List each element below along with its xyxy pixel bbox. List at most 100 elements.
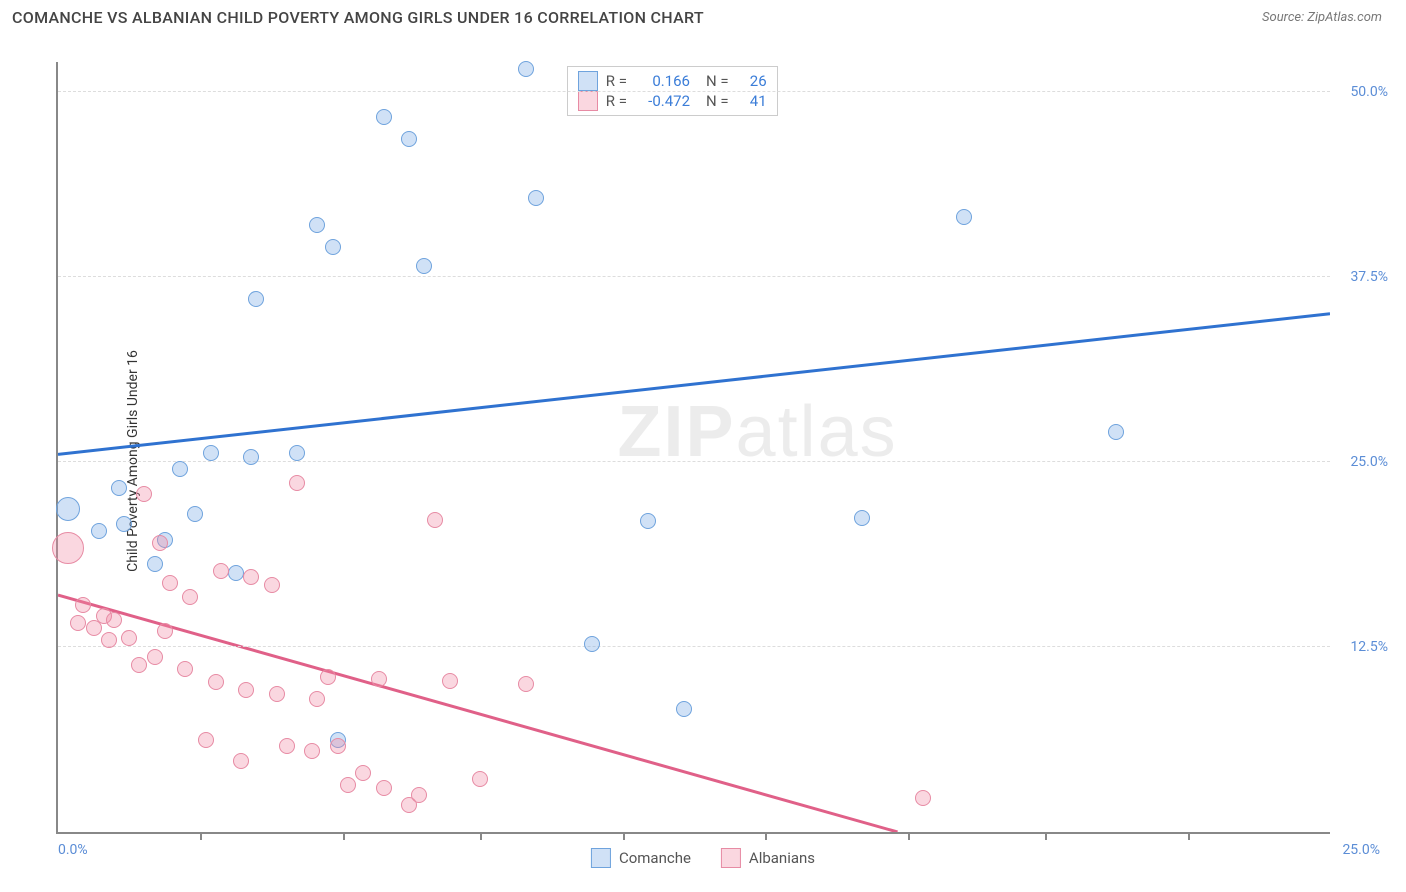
data-point <box>91 523 107 539</box>
data-point <box>243 569 259 585</box>
data-point <box>228 565 244 581</box>
data-point <box>52 532 84 564</box>
data-point <box>70 615 86 631</box>
r-label: R = <box>606 92 627 110</box>
data-point <box>106 612 122 628</box>
data-point <box>101 632 117 648</box>
trend-line <box>58 595 898 832</box>
data-point <box>401 131 417 147</box>
data-point <box>198 732 214 748</box>
x-max-tick-label: 25.0% <box>1342 842 1380 858</box>
r-label: R = <box>606 72 627 90</box>
source-label: Source: ZipAtlas.com <box>1262 10 1382 25</box>
data-point <box>233 753 249 769</box>
data-point <box>269 686 285 702</box>
data-point <box>147 649 163 665</box>
data-point <box>131 657 147 673</box>
watermark-light: atlas <box>736 392 898 472</box>
data-point <box>248 291 264 307</box>
data-point <box>676 701 692 717</box>
y-tick-label: 25.0% <box>1350 454 1388 470</box>
series-legend: Comanche Albanians <box>591 848 815 868</box>
r-value: 0.166 <box>635 72 690 90</box>
data-point <box>330 738 346 754</box>
data-point <box>213 563 229 579</box>
data-point <box>162 575 178 591</box>
x-tick <box>343 832 345 840</box>
data-point <box>172 461 188 477</box>
correlation-legend-row: R = 0.166 N = 26 <box>578 71 767 91</box>
data-point <box>56 497 80 521</box>
x-tick <box>200 832 202 840</box>
x-origin-tick-label: 0.0% <box>58 842 88 858</box>
data-point <box>187 506 203 522</box>
n-value: 41 <box>737 92 767 110</box>
data-point <box>442 673 458 689</box>
data-point <box>279 738 295 754</box>
x-tick <box>1045 832 1047 840</box>
legend-swatch <box>578 71 598 91</box>
data-point <box>208 674 224 690</box>
legend-label: Comanche <box>619 849 691 867</box>
x-tick <box>908 832 910 840</box>
legend-swatch <box>591 848 611 868</box>
data-point <box>289 445 305 461</box>
y-tick-label: 50.0% <box>1350 84 1388 100</box>
correlation-legend-row: R =-0.472N =41 <box>578 91 767 111</box>
data-point <box>121 630 137 646</box>
x-tick <box>1188 832 1190 840</box>
data-point <box>956 209 972 225</box>
data-point <box>427 512 443 528</box>
data-point <box>915 790 931 806</box>
data-point <box>136 486 152 502</box>
data-point <box>411 787 427 803</box>
legend-item: Comanche <box>591 848 691 868</box>
y-tick-label: 12.5% <box>1350 639 1388 655</box>
data-point <box>309 217 325 233</box>
data-point <box>147 556 163 572</box>
plot-area: ZIPatlas R =0.166N =26R =-0.472N =41 0.0… <box>56 62 1330 834</box>
n-label: N = <box>706 92 729 110</box>
trend-line <box>58 314 1330 455</box>
legend-label: Albanians <box>749 849 815 867</box>
watermark-bold: ZIP <box>618 392 736 472</box>
data-point <box>416 258 432 274</box>
data-point <box>518 676 534 692</box>
data-point <box>203 445 219 461</box>
data-point <box>1108 424 1124 440</box>
y-tick-label: 37.5% <box>1350 269 1388 285</box>
n-label: N = <box>706 72 729 90</box>
x-tick <box>480 832 482 840</box>
chart-header: COMANCHE VS ALBANIAN CHILD POVERTY AMONG… <box>0 0 1406 31</box>
data-point <box>264 577 280 593</box>
data-point <box>584 636 600 652</box>
x-tick <box>765 832 767 840</box>
data-point <box>371 671 387 687</box>
data-point <box>355 765 371 781</box>
data-point <box>376 780 392 796</box>
data-point <box>309 691 325 707</box>
data-point <box>157 623 173 639</box>
data-point <box>518 61 534 77</box>
data-point <box>289 475 305 491</box>
data-point <box>472 771 488 787</box>
data-point <box>320 669 336 685</box>
data-point <box>340 777 356 793</box>
gridline <box>58 91 1330 92</box>
x-tick <box>623 832 625 840</box>
data-point <box>152 535 168 551</box>
data-point <box>640 513 656 529</box>
n-value: 26 <box>737 72 767 90</box>
chart-container: Child Poverty Among Girls Under 16 ZIPat… <box>12 38 1394 884</box>
data-point <box>116 516 132 532</box>
data-point <box>304 743 320 759</box>
data-point <box>177 661 193 677</box>
data-point <box>528 190 544 206</box>
trend-lines <box>58 62 1330 832</box>
legend-swatch <box>578 91 598 111</box>
gridline <box>58 646 1330 647</box>
data-point <box>325 239 341 255</box>
legend-item: Albanians <box>721 848 815 868</box>
data-point <box>238 682 254 698</box>
data-point <box>75 597 91 613</box>
